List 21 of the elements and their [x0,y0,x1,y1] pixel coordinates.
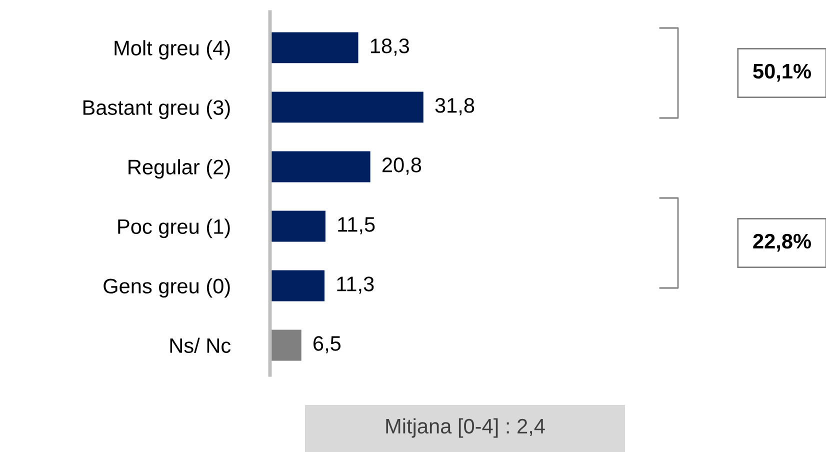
data-label: 11,5 [338,217,375,234]
text: 50,1% [753,64,811,82]
text: 22,8% [753,234,811,252]
data-label: 31,8 [435,98,474,116]
bar [270,32,358,64]
y-tick-label: Molt greu (4) [114,40,230,60]
bar [270,270,324,302]
data-label: 11,3 [337,276,374,294]
y-tick-label: Regular (2) [128,159,230,179]
y-tick-label: Bastant greu (3) [83,100,230,120]
data-label: 20,8 [382,158,422,175]
bar [270,210,326,242]
text: Mitjana [0-4] : 2,4 [386,418,545,438]
data-label: 6,5 [314,336,341,354]
data-label: 18,3 [370,38,410,56]
y-tick-label: Ns/ Nc [170,338,231,353]
bar [270,330,302,361]
bar [270,151,370,182]
y-tick-label: Gens greu (0) [104,278,230,298]
y-tick-label: Poc greu (1) [118,218,230,238]
bar [270,92,424,123]
